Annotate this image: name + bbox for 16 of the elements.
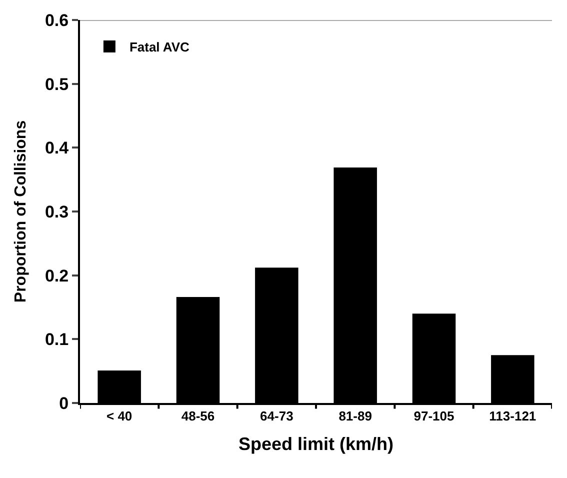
y-tick-label: 0.3: [44, 202, 69, 222]
x-tick-label: 97-105: [414, 408, 454, 424]
y-axis-title: Proportion of Collisions: [12, 120, 30, 303]
x-tick-label: 48-56: [181, 408, 215, 424]
y-tick-label: 0.1: [44, 330, 69, 350]
x-axis-title: Speed limit (km/h): [238, 434, 394, 454]
x-tick-label: 81-89: [338, 408, 372, 424]
y-tick-label: 0.2: [44, 266, 69, 286]
y-tick-label: 0.5: [44, 74, 69, 94]
legend-label: Fatal AVC: [129, 40, 190, 55]
y-tick-label: 0: [59, 394, 69, 413]
x-tick-label: 64-73: [260, 408, 294, 424]
x-tick-label: 113-121: [489, 408, 536, 424]
x-tick-label: < 40: [106, 408, 132, 424]
y-tick-label: 0.4: [44, 138, 70, 158]
y-tick-label: 0.6: [44, 10, 69, 30]
